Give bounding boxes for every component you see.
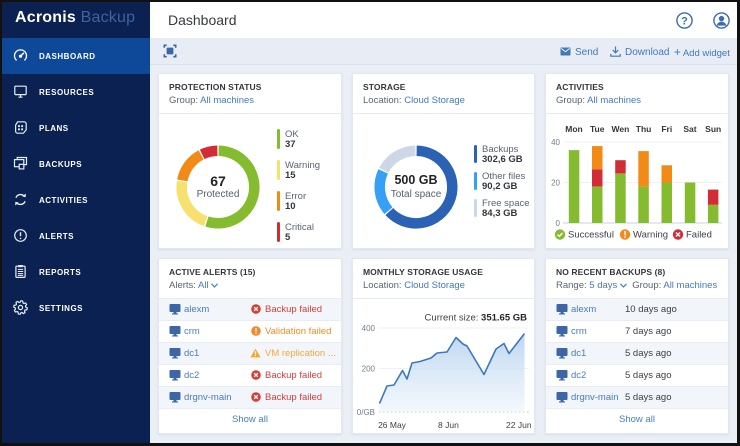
svg-text:200: 200 bbox=[362, 365, 376, 374]
svg-text:Warning: Warning bbox=[633, 230, 668, 241]
svg-text:26 May: 26 May bbox=[378, 420, 407, 430]
svg-text:40: 40 bbox=[551, 138, 560, 147]
svg-text:Sat: Sat bbox=[683, 124, 696, 134]
svg-text:Fri: Fri bbox=[661, 124, 672, 134]
svg-text:20: 20 bbox=[551, 179, 560, 188]
svg-text:0: 0 bbox=[556, 219, 561, 228]
svg-text:0/GB: 0/GB bbox=[357, 408, 375, 417]
svg-text:8 Jun: 8 Jun bbox=[438, 420, 459, 430]
svg-text:22 Jun: 22 Jun bbox=[506, 420, 532, 430]
svg-text:Failed: Failed bbox=[686, 230, 712, 241]
svg-text:400: 400 bbox=[362, 324, 376, 333]
svg-text:Thu: Thu bbox=[636, 124, 652, 134]
svg-text:Wen: Wen bbox=[612, 124, 630, 134]
svg-text:?: ? bbox=[681, 15, 688, 27]
svg-text:Sun: Sun bbox=[705, 124, 721, 134]
svg-text:Successful: Successful bbox=[568, 230, 614, 241]
svg-text:Mon: Mon bbox=[565, 124, 582, 134]
svg-text:Tue: Tue bbox=[590, 124, 605, 134]
svg-text:Current size: 351.65 GB: Current size: 351.65 GB bbox=[425, 313, 528, 324]
